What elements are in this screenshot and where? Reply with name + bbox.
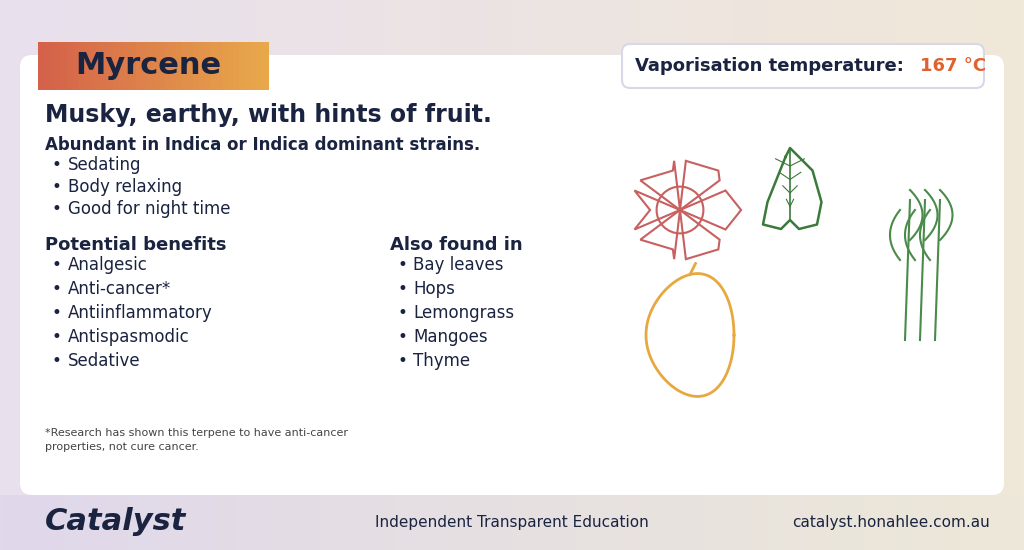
Bar <box>262 42 269 90</box>
Text: •: • <box>52 352 61 370</box>
Text: Good for night time: Good for night time <box>68 200 230 218</box>
Text: •: • <box>52 200 61 218</box>
Bar <box>211 42 217 90</box>
Bar <box>119 42 125 90</box>
Text: •: • <box>397 280 407 298</box>
Text: 167 °C: 167 °C <box>920 57 986 75</box>
Text: •: • <box>52 178 61 196</box>
Text: Lemongrass: Lemongrass <box>413 304 514 322</box>
Bar <box>251 42 257 90</box>
Bar <box>141 42 148 90</box>
Text: •: • <box>52 280 61 298</box>
Text: Sedating: Sedating <box>68 156 141 174</box>
Bar <box>38 42 45 90</box>
Text: Vaporisation temperature:: Vaporisation temperature: <box>635 57 904 75</box>
Text: •: • <box>52 328 61 346</box>
Bar <box>153 42 160 90</box>
Bar <box>95 42 102 90</box>
Bar <box>78 42 85 90</box>
Text: Thyme: Thyme <box>413 352 470 370</box>
Bar <box>181 42 188 90</box>
Bar <box>216 42 223 90</box>
Bar <box>61 42 68 90</box>
Bar <box>187 42 195 90</box>
Bar <box>113 42 120 90</box>
Bar <box>222 42 228 90</box>
Bar <box>227 42 234 90</box>
Bar <box>194 42 200 90</box>
Text: catalyst.honahlee.com.au: catalyst.honahlee.com.au <box>793 514 990 530</box>
Bar <box>240 42 246 90</box>
Text: Also found in: Also found in <box>390 236 522 254</box>
Text: Abundant in Indica or Indica dominant strains.: Abundant in Indica or Indica dominant st… <box>45 136 480 154</box>
Text: Anti-cancer*: Anti-cancer* <box>68 280 171 298</box>
Bar <box>176 42 182 90</box>
Text: Antispasmodic: Antispasmodic <box>68 328 189 346</box>
Bar <box>233 42 241 90</box>
Text: •: • <box>52 256 61 274</box>
Bar <box>124 42 131 90</box>
Bar <box>101 42 108 90</box>
Text: •: • <box>397 256 407 274</box>
Bar <box>90 42 96 90</box>
Bar <box>130 42 137 90</box>
Text: •: • <box>52 156 61 174</box>
Text: Body relaxing: Body relaxing <box>68 178 182 196</box>
Text: Potential benefits: Potential benefits <box>45 236 226 254</box>
Bar <box>245 42 252 90</box>
Text: Mangoes: Mangoes <box>413 328 487 346</box>
Bar <box>159 42 166 90</box>
Text: •: • <box>397 304 407 322</box>
Bar <box>55 42 62 90</box>
Text: Musky, earthy, with hints of fruit.: Musky, earthy, with hints of fruit. <box>45 103 492 127</box>
Text: Sedative: Sedative <box>68 352 140 370</box>
Bar <box>256 42 263 90</box>
FancyBboxPatch shape <box>38 42 268 90</box>
Bar <box>49 42 56 90</box>
Text: Hops: Hops <box>413 280 455 298</box>
FancyBboxPatch shape <box>20 55 1004 495</box>
Text: Catalyst: Catalyst <box>45 508 186 536</box>
Text: •: • <box>397 328 407 346</box>
Bar <box>73 42 79 90</box>
FancyBboxPatch shape <box>622 44 984 88</box>
Text: •: • <box>52 304 61 322</box>
Bar <box>136 42 142 90</box>
Text: *Research has shown this terpene to have anti-cancer
properties, not cure cancer: *Research has shown this terpene to have… <box>45 428 348 452</box>
Text: Independent Transparent Education: Independent Transparent Education <box>375 514 649 530</box>
Bar <box>67 42 74 90</box>
Bar <box>147 42 154 90</box>
Text: Myrcene: Myrcene <box>75 52 221 80</box>
Bar <box>199 42 206 90</box>
Text: •: • <box>397 352 407 370</box>
Text: Antiinflammatory: Antiinflammatory <box>68 304 213 322</box>
Bar <box>84 42 91 90</box>
Bar <box>205 42 212 90</box>
Text: Bay leaves: Bay leaves <box>413 256 504 274</box>
Text: Analgesic: Analgesic <box>68 256 147 274</box>
Bar <box>44 42 50 90</box>
Bar <box>165 42 171 90</box>
Bar <box>170 42 177 90</box>
Bar <box>106 42 114 90</box>
